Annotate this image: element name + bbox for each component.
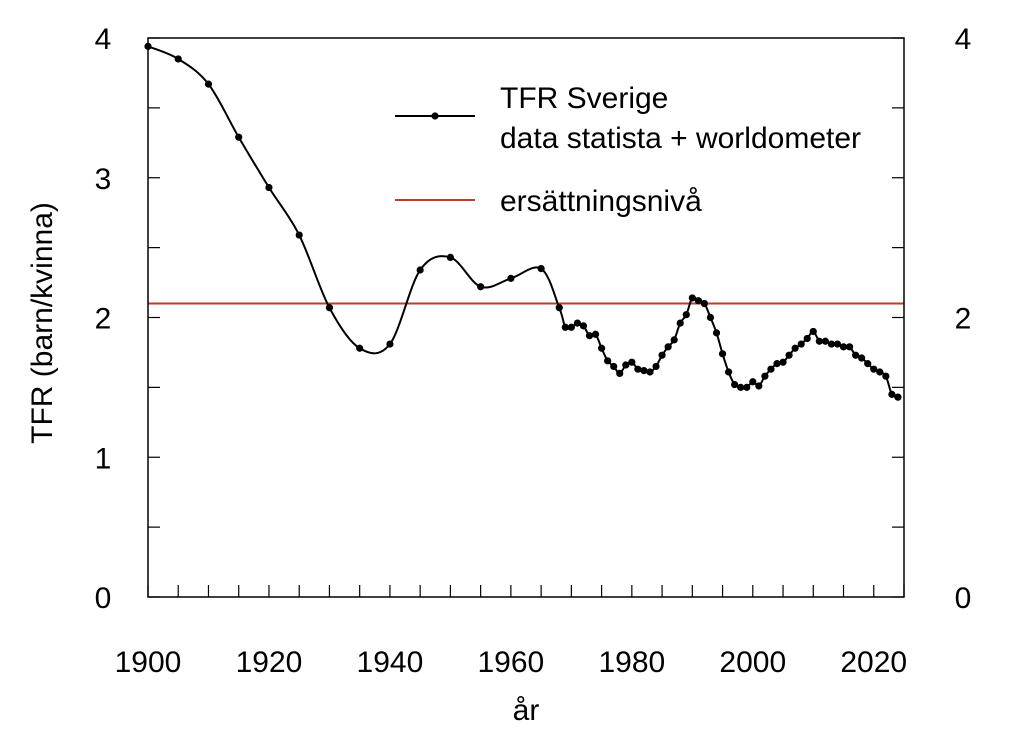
tfr-point: [325, 304, 334, 312]
tfr-point: [591, 330, 600, 338]
tfr-point: [579, 322, 588, 330]
legend-tfr-source: data statista + worldometer: [500, 122, 861, 155]
tfr-point: [174, 55, 182, 63]
x-tick-labels: 1900 1920 1940 1960 1980 2000 2020: [115, 646, 908, 679]
tfr-point: [622, 361, 630, 369]
tfr-point: [676, 319, 684, 327]
tfr-point: [598, 344, 606, 352]
legend: TFR Sverige data statista + worldometer …: [395, 82, 861, 218]
tfr-point: [755, 382, 763, 390]
tfr-point: [773, 360, 781, 368]
tfr-point: [670, 336, 678, 344]
tfr-point: [416, 266, 424, 274]
tfr-point: [265, 183, 273, 192]
tfr-point: [737, 383, 745, 391]
x-tick-label: 1980: [598, 646, 665, 679]
x-tick-label: 2000: [719, 646, 786, 679]
legend-tfr-label: TFR Sverige: [500, 82, 668, 115]
x-axis-title: år: [513, 694, 540, 727]
tfr-point: [870, 365, 878, 373]
tfr-point: [725, 368, 733, 376]
x-tick-label: 1920: [236, 646, 303, 679]
tfr-point: [507, 274, 515, 282]
tfr-series: [144, 42, 902, 401]
tfr-point: [694, 297, 702, 305]
tfr-point: [803, 334, 811, 343]
tfr-point: [567, 323, 575, 331]
tick-marks: [147, 37, 905, 598]
tfr-point: [749, 378, 757, 386]
tfr-point: [882, 372, 890, 380]
y-tick-label-right: 0: [955, 582, 972, 615]
tfr-point: [610, 362, 618, 371]
tfr-point: [876, 368, 884, 376]
tfr-point: [712, 329, 721, 337]
tfr-point: [682, 311, 690, 319]
tfr-point: [791, 344, 799, 352]
y-axis-title: TFR (barn/kvinna): [26, 202, 59, 444]
tfr-point: [821, 337, 829, 345]
tfr-point: [797, 340, 805, 348]
tfr-point: [555, 304, 563, 312]
y-tick-label-right: 2: [955, 303, 972, 336]
x-tick-label: 2020: [840, 646, 907, 679]
tfr-point: [664, 343, 672, 351]
y-tick-label: 0: [95, 582, 112, 615]
tfr-point: [235, 133, 243, 141]
tfr-point: [706, 313, 715, 322]
legend-tfr-marker: [431, 112, 439, 120]
tfr-point: [815, 337, 823, 345]
tfr-point: [839, 343, 848, 351]
tfr-point: [767, 365, 775, 373]
tfr-point: [561, 323, 569, 331]
tfr-point: [688, 294, 696, 302]
tfr-point: [827, 340, 836, 348]
tfr-point: [864, 360, 872, 368]
tfr-point: [845, 343, 854, 351]
tfr-point: [628, 358, 636, 366]
tfr-point: [477, 283, 485, 291]
tfr-point: [852, 351, 860, 359]
plot-frame: [147, 37, 905, 598]
tfr-point: [894, 393, 902, 401]
y-tick-label: 2: [95, 303, 112, 336]
tfr-point: [634, 365, 642, 373]
tfr-point: [573, 319, 582, 327]
tfr-point: [809, 327, 817, 336]
y-tick-labels-right: 0 2 4: [955, 23, 972, 615]
tfr-point: [718, 350, 727, 358]
tfr-point: [604, 357, 612, 365]
tfr-point: [652, 362, 660, 371]
tfr-point: [386, 340, 394, 348]
tfr-point: [785, 351, 793, 359]
tfr-point: [743, 383, 751, 391]
tfr-point: [761, 372, 769, 380]
y-tick-labels-left: 0 1 2 3 4: [95, 23, 112, 615]
tfr-point: [833, 340, 842, 348]
tfr-point: [646, 368, 654, 376]
y-tick-label: 3: [95, 163, 112, 196]
x-tick-label: 1960: [478, 646, 545, 679]
x-tick-label: 1900: [115, 646, 182, 679]
y-tick-label-right: 4: [955, 23, 972, 56]
tfr-point: [779, 358, 787, 366]
tfr-point: [446, 253, 454, 262]
tfr-point: [888, 390, 896, 398]
y-tick-label: 4: [95, 23, 112, 56]
tfr-point: [204, 80, 213, 88]
tfr-point: [295, 231, 303, 239]
legend-replacement-label: ersättningsnivå: [500, 185, 702, 218]
y-tick-label: 1: [95, 442, 112, 475]
tfr-point: [731, 380, 739, 389]
tfr-point: [616, 369, 624, 377]
tfr-point: [585, 332, 594, 340]
tfr-point: [356, 344, 364, 352]
tfr-point: [700, 299, 709, 308]
tfr-point: [658, 351, 666, 359]
tfr-point: [537, 264, 545, 273]
x-tick-label: 1940: [357, 646, 424, 679]
tfr-point: [640, 367, 648, 375]
tfr-point: [858, 354, 866, 362]
